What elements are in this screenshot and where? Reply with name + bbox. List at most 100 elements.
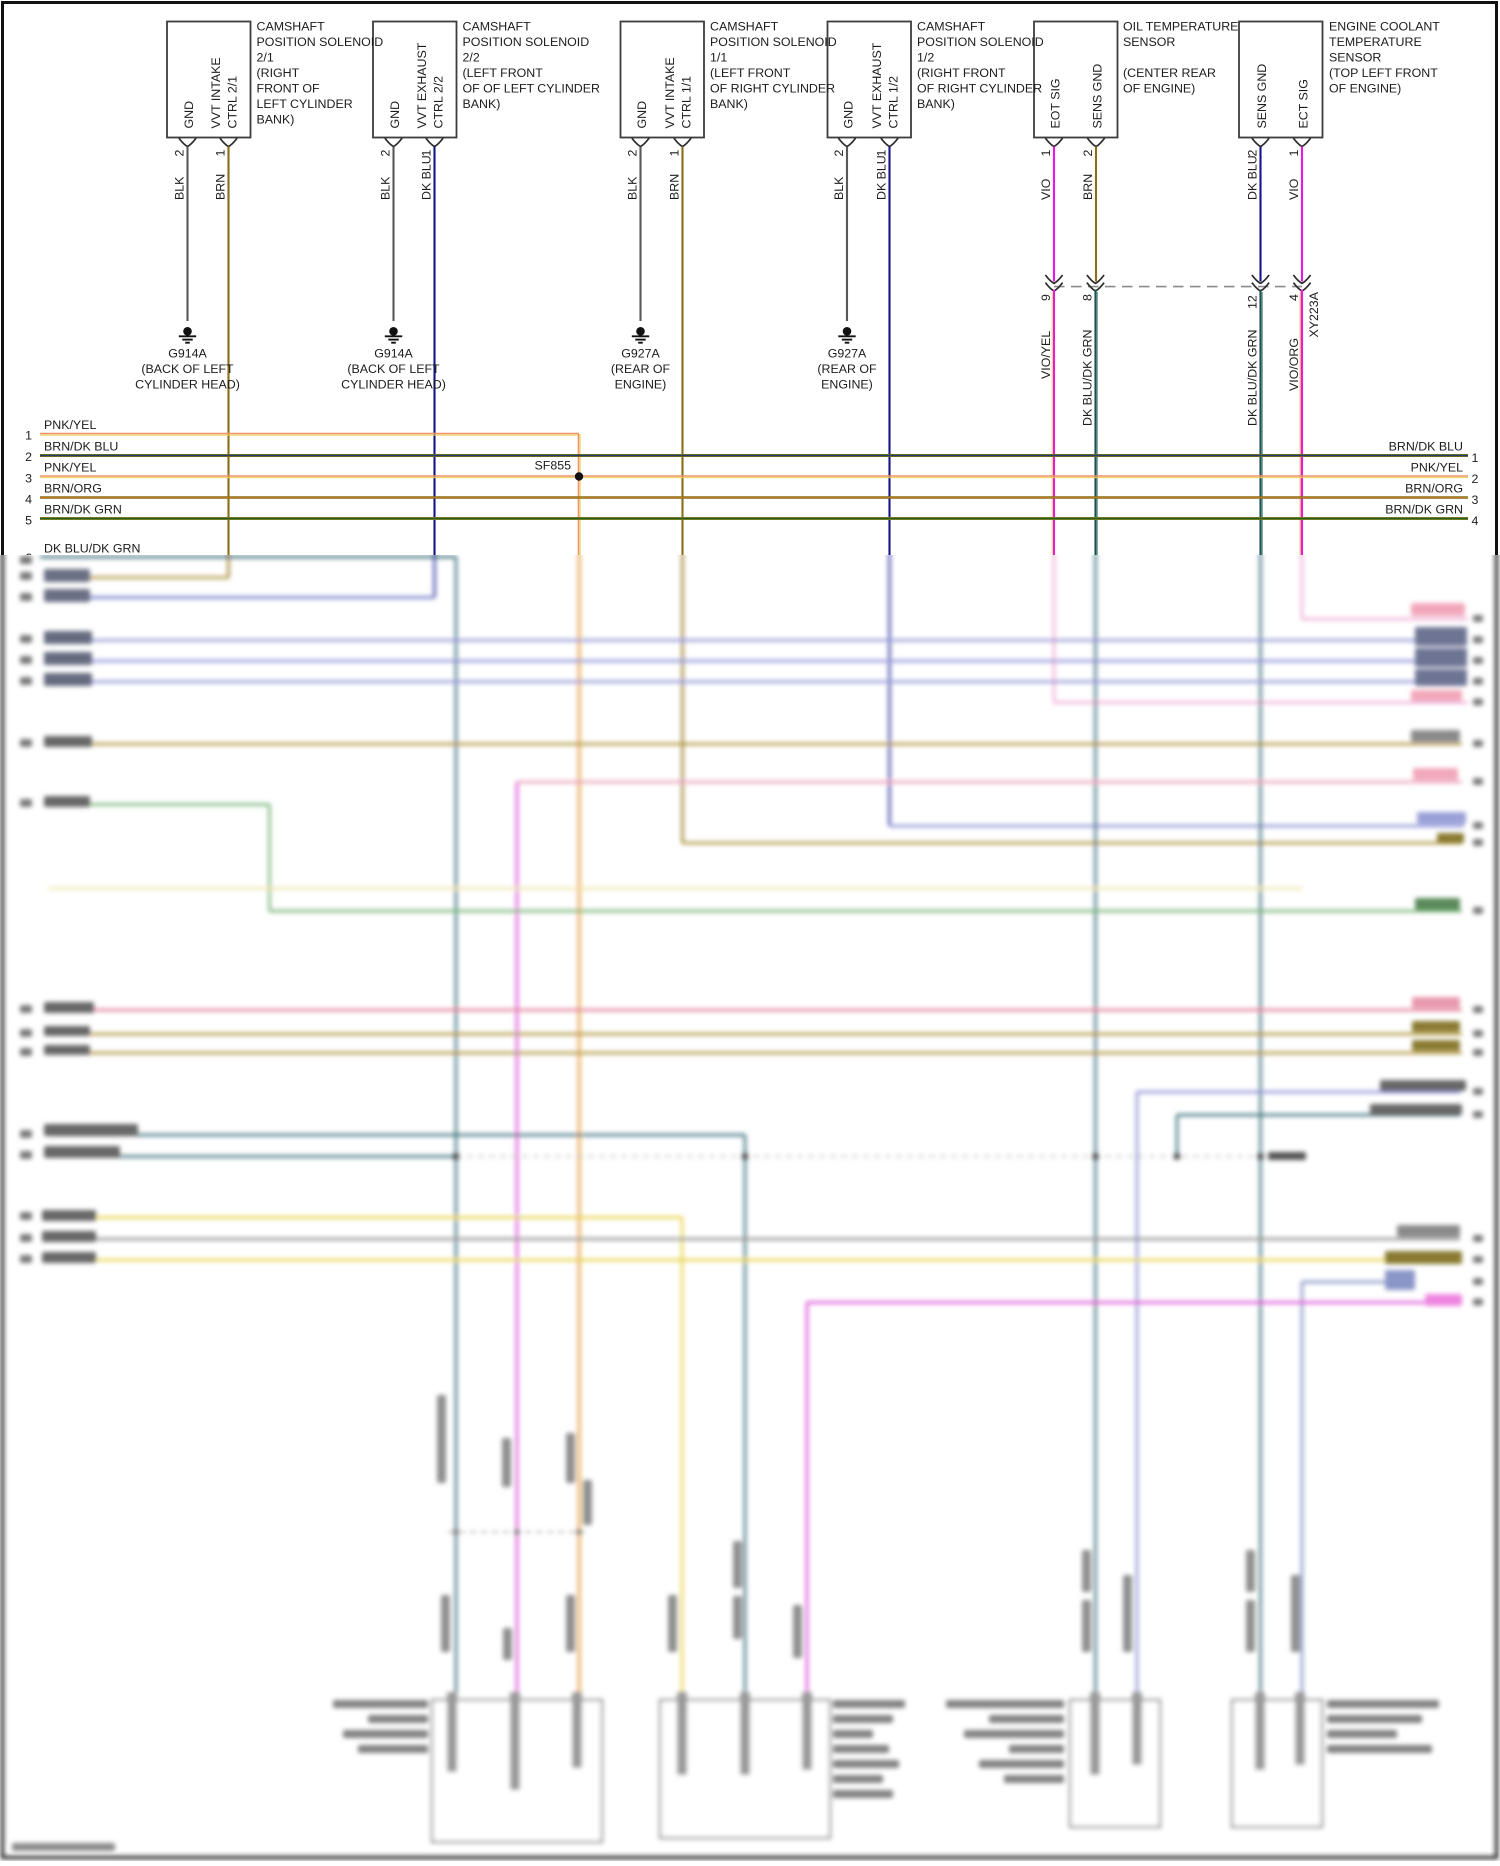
svg-text:5: 5	[25, 514, 32, 528]
svg-text:SENS GND: SENS GND	[1091, 64, 1105, 129]
svg-text:BANK): BANK)	[710, 97, 748, 111]
svg-text:G927A: G927A	[621, 347, 660, 361]
svg-text:DK BLU: DK BLU	[420, 155, 434, 200]
svg-text:9: 9	[1039, 294, 1053, 301]
svg-text:3: 3	[1472, 493, 1479, 507]
svg-text:OF OF LEFT CYLINDER: OF OF LEFT CYLINDER	[463, 82, 601, 96]
svg-text:ENGINE): ENGINE)	[615, 378, 667, 392]
svg-text:GND: GND	[842, 101, 856, 129]
svg-text:BANK): BANK)	[917, 97, 955, 111]
svg-text:2: 2	[173, 150, 187, 157]
svg-text:SENS GND: SENS GND	[1255, 64, 1269, 129]
svg-text:(REAR OF: (REAR OF	[611, 362, 671, 376]
svg-text:(RIGHT: (RIGHT	[257, 66, 300, 80]
svg-text:BLK: BLK	[173, 176, 187, 200]
svg-text:4: 4	[25, 493, 32, 507]
svg-text:1: 1	[668, 150, 682, 157]
svg-text:2: 2	[1246, 150, 1260, 157]
svg-text:FRONT OF: FRONT OF	[257, 82, 321, 96]
svg-text:G914A: G914A	[374, 347, 413, 361]
svg-text:POSITION SOLENOID: POSITION SOLENOID	[917, 35, 1044, 49]
svg-text:1: 1	[1039, 150, 1053, 157]
svg-text:CTRL 1/2: CTRL 1/2	[887, 76, 901, 129]
svg-text:BLK: BLK	[379, 176, 393, 200]
svg-text:2: 2	[1472, 472, 1479, 486]
svg-text:ENGINE COOLANT: ENGINE COOLANT	[1329, 20, 1440, 34]
svg-text:POSITION SOLENOID: POSITION SOLENOID	[463, 35, 590, 49]
svg-text:1: 1	[420, 150, 434, 157]
svg-text:BRN: BRN	[1081, 174, 1095, 200]
svg-text:(BACK OF LEFT: (BACK OF LEFT	[347, 362, 440, 376]
svg-text:CAMSHAFT: CAMSHAFT	[917, 20, 986, 34]
svg-text:VVT EXHAUST: VVT EXHAUST	[870, 42, 884, 128]
svg-text:2: 2	[379, 150, 393, 157]
svg-text:VVT INTAKE: VVT INTAKE	[209, 57, 223, 128]
svg-text:XY223A: XY223A	[1307, 291, 1321, 337]
svg-text:GND: GND	[635, 101, 649, 129]
svg-text:BRN/DK BLU: BRN/DK BLU	[44, 440, 118, 454]
svg-text:2: 2	[1081, 150, 1095, 157]
svg-text:SENSOR: SENSOR	[1123, 35, 1175, 49]
svg-text:CTRL 2/1: CTRL 2/1	[226, 76, 240, 129]
svg-text:(LEFT FRONT: (LEFT FRONT	[710, 66, 791, 80]
svg-text:BRN/DK BLU: BRN/DK BLU	[1389, 440, 1463, 454]
svg-text:2: 2	[626, 150, 640, 157]
svg-text:SF855: SF855	[534, 459, 571, 473]
svg-text:DK BLU: DK BLU	[1246, 155, 1260, 200]
svg-text:6: 6	[25, 551, 32, 565]
svg-text:1: 1	[1472, 451, 1479, 465]
svg-text:(REAR OF: (REAR OF	[817, 362, 877, 376]
svg-text:BANK): BANK)	[463, 97, 501, 111]
svg-text:VVT EXHAUST: VVT EXHAUST	[415, 42, 429, 128]
svg-text:DK BLU/DK GRN: DK BLU/DK GRN	[1246, 330, 1260, 426]
svg-text:VIO/YEL: VIO/YEL	[1039, 331, 1053, 379]
svg-text:OF RIGHT CYLINDER: OF RIGHT CYLINDER	[917, 82, 1042, 96]
svg-text:ECT SIG: ECT SIG	[1297, 79, 1311, 128]
svg-text:DK BLU: DK BLU	[875, 155, 889, 200]
svg-text:PNK/YEL: PNK/YEL	[1411, 461, 1463, 475]
svg-text:4: 4	[1472, 514, 1479, 528]
svg-text:12: 12	[1246, 295, 1260, 309]
svg-text:1: 1	[214, 150, 228, 157]
svg-text:EOT SIG: EOT SIG	[1049, 78, 1063, 128]
svg-text:OIL TEMPERATURE: OIL TEMPERATURE	[1123, 20, 1238, 34]
svg-text:BLK: BLK	[832, 176, 846, 200]
svg-text:OF RIGHT CYLINDER: OF RIGHT CYLINDER	[710, 82, 835, 96]
svg-text:OF ENGINE): OF ENGINE)	[1329, 82, 1401, 96]
svg-text:CYLINDER HEAD): CYLINDER HEAD)	[341, 378, 446, 392]
svg-text:4: 4	[1287, 294, 1301, 301]
svg-text:(CENTER REAR: (CENTER REAR	[1123, 66, 1216, 80]
svg-text:LEFT CYLINDER: LEFT CYLINDER	[257, 97, 353, 111]
svg-text:2: 2	[25, 450, 32, 464]
svg-text:CYLINDER HEAD): CYLINDER HEAD)	[135, 378, 240, 392]
svg-text:(RIGHT FRONT: (RIGHT FRONT	[917, 66, 1006, 80]
svg-text:BLK: BLK	[626, 176, 640, 200]
svg-text:PNK/YEL: PNK/YEL	[44, 461, 96, 475]
svg-text:BRN: BRN	[668, 174, 682, 200]
svg-text:2/1: 2/1	[257, 51, 274, 65]
svg-text:POSITION SOLENOID: POSITION SOLENOID	[710, 35, 837, 49]
svg-text:ENGINE): ENGINE)	[821, 378, 873, 392]
svg-text:SENSOR: SENSOR	[1329, 51, 1381, 65]
svg-text:VIO/ORG: VIO/ORG	[1287, 338, 1301, 391]
svg-text:(TOP LEFT FRONT: (TOP LEFT FRONT	[1329, 66, 1438, 80]
svg-text:DK BLU/DK GRN: DK BLU/DK GRN	[1081, 330, 1095, 426]
svg-text:CAMSHAFT: CAMSHAFT	[710, 20, 779, 34]
svg-text:GND: GND	[182, 101, 196, 129]
svg-text:1/2: 1/2	[917, 51, 934, 65]
svg-text:VIO: VIO	[1039, 178, 1053, 200]
svg-text:DK BLU/DK GRN: DK BLU/DK GRN	[44, 542, 140, 556]
svg-text:G914A: G914A	[168, 347, 207, 361]
svg-text:8: 8	[1081, 294, 1095, 301]
svg-text:BRN/DK GRN: BRN/DK GRN	[44, 503, 122, 517]
svg-text:2: 2	[832, 150, 846, 157]
svg-text:BRN/DK GRN: BRN/DK GRN	[1385, 503, 1463, 517]
svg-text:BANK): BANK)	[257, 113, 295, 127]
svg-text:G927A: G927A	[828, 347, 867, 361]
svg-text:1/1: 1/1	[710, 51, 727, 65]
svg-text:1: 1	[25, 429, 32, 443]
svg-text:PNK/YEL: PNK/YEL	[44, 418, 96, 432]
svg-text:BRN: BRN	[214, 174, 228, 200]
svg-text:POSITION SOLENOID: POSITION SOLENOID	[257, 35, 384, 49]
svg-text:GND: GND	[388, 101, 402, 129]
